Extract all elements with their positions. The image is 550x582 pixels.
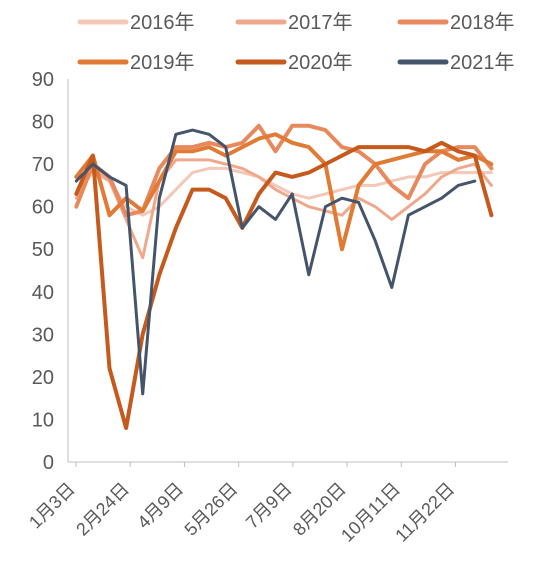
x-tick-label: 5月26日 (181, 479, 242, 540)
legend-label: 2021年 (450, 51, 515, 74)
x-tick-label: 1月3日 (25, 479, 79, 533)
legend-label: 2017年 (288, 11, 353, 34)
series-line-2021年 (74, 128, 477, 396)
legend-label: 2019年 (130, 51, 195, 74)
y-tick-label: 20 (32, 367, 54, 389)
y-tick-label: 60 (32, 197, 54, 219)
y-tick-label: 10 (32, 409, 54, 431)
y-tick-label: 30 (32, 324, 54, 346)
x-tick-label: 2月24日 (72, 479, 133, 540)
y-tick-label: 40 (32, 282, 54, 304)
x-tick-label: 4月9日 (133, 479, 187, 533)
x-tick-label: 7月9日 (242, 479, 296, 533)
y-tick-label: 0 (43, 452, 54, 474)
y-tick-label: 80 (32, 112, 54, 134)
series-line-2017年 (74, 158, 493, 260)
y-tick-label: 90 (32, 69, 54, 91)
y-tick-label: 50 (32, 239, 54, 261)
legend-label: 2020年 (288, 51, 353, 74)
series-line-2016年 (74, 166, 493, 217)
legend-label: 2018年 (450, 11, 515, 34)
series-line-2020年 (74, 140, 494, 430)
y-tick-label: 70 (32, 154, 54, 176)
legend-label: 2016年 (130, 11, 195, 34)
x-tick-label: 11月22日 (391, 479, 458, 546)
